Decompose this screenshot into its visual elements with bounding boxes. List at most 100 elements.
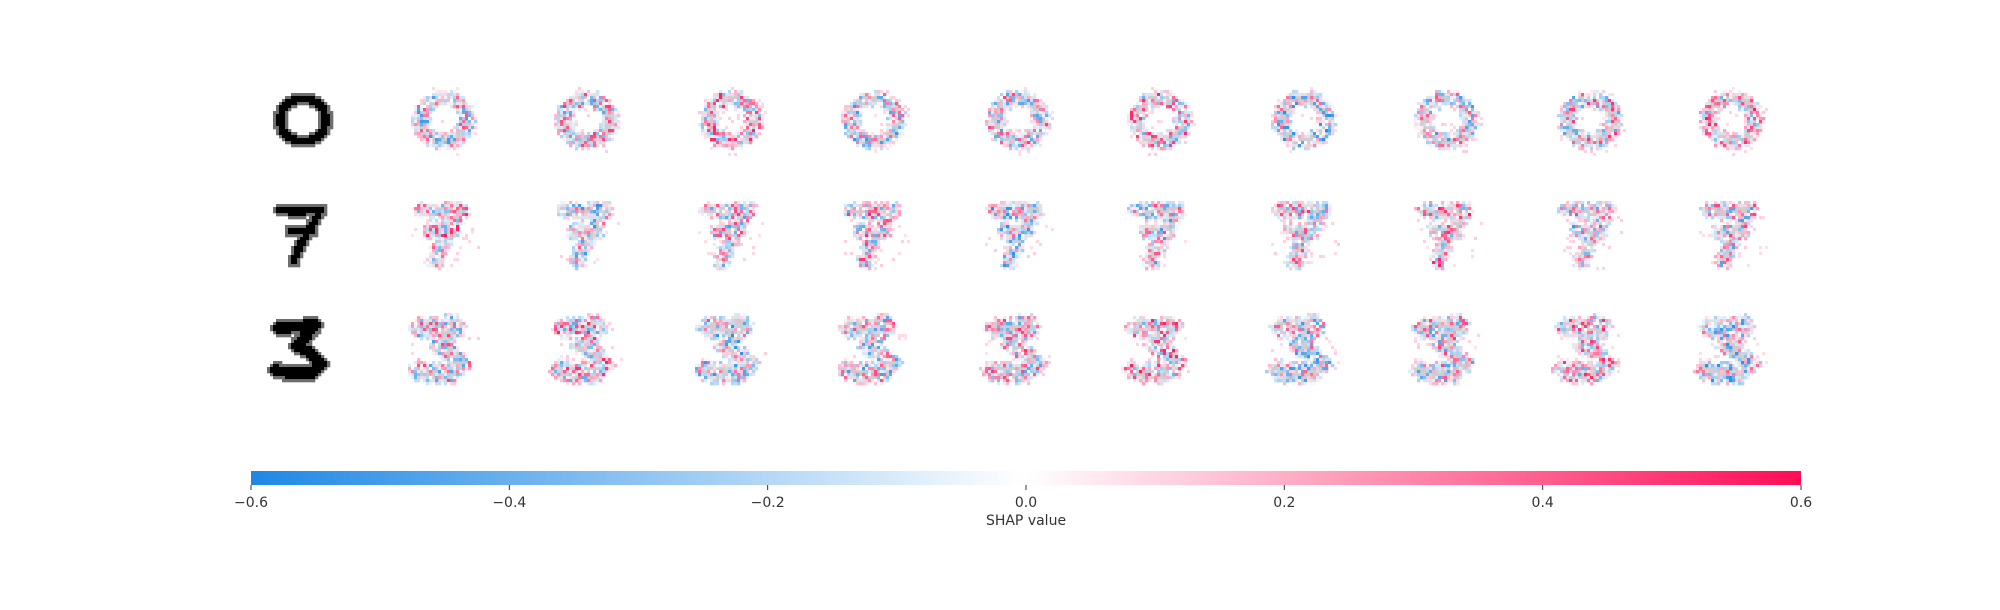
background-pixel [1292, 93, 1296, 97]
shap-pixel [1705, 111, 1709, 115]
shap-pixel [1569, 117, 1573, 121]
input-pixel [291, 264, 295, 268]
shap-pixel [1450, 135, 1454, 139]
input-pixel [303, 138, 307, 142]
shap-pixel [590, 144, 594, 148]
input-pixel [327, 129, 331, 133]
shap-pixel [1756, 132, 1760, 136]
shap-pixel [1569, 126, 1573, 130]
shap-pixel [1313, 135, 1317, 139]
shap-pixel [1187, 123, 1191, 127]
background-pixel [1160, 135, 1164, 139]
shap-pixel [1274, 120, 1278, 124]
shap-pixel [438, 210, 442, 214]
shap-pixel [432, 96, 436, 100]
shap-pixel [746, 144, 750, 148]
shap-pixel [438, 90, 442, 94]
shap-pixel [1747, 102, 1751, 106]
shap-pixel [1753, 111, 1757, 115]
background-pixel [1569, 105, 1573, 109]
background-pixel [883, 141, 887, 145]
shap-pixel [1277, 129, 1281, 133]
shap-pixel [429, 138, 433, 142]
shap-pixel [1459, 135, 1463, 139]
background-pixel [1456, 135, 1460, 139]
background-pixel [1145, 99, 1149, 103]
shap-pixel [1009, 102, 1013, 106]
input-pixel [306, 144, 310, 148]
input-pixel [294, 249, 298, 253]
background-pixel [1747, 135, 1751, 139]
shap-pixel [1581, 144, 1585, 148]
shap-pixel [1465, 114, 1469, 118]
shap-pixel [746, 99, 750, 103]
shap-pixel [590, 135, 594, 139]
shap-pixel [1587, 132, 1591, 136]
shap-pixel [901, 105, 905, 109]
shap-pixel [1426, 129, 1430, 133]
input-pixel [312, 93, 316, 97]
shap-pixel [1605, 108, 1609, 112]
shap-pixel [1432, 114, 1436, 118]
shap-pixel [1178, 123, 1182, 127]
shap-pixel [459, 108, 463, 112]
shap-pixel [1477, 114, 1481, 118]
shap-pixel [1024, 96, 1028, 100]
shap-pixel [1744, 129, 1748, 133]
shap-pixel [1139, 111, 1143, 115]
shap-pixel [599, 102, 603, 106]
shap-pixel [1003, 117, 1007, 121]
shap-pixel [1569, 108, 1573, 112]
shap-pixel [423, 123, 427, 127]
shap-pixel [1319, 138, 1323, 142]
shap-pixel [414, 123, 418, 127]
shap-pixel [1471, 105, 1475, 109]
background-pixel [560, 204, 564, 208]
background-pixel [862, 96, 866, 100]
shap-pixel [1456, 129, 1460, 133]
input-pixel [309, 234, 313, 238]
shap-pixel [859, 120, 863, 124]
input-pixel [300, 234, 304, 238]
shap-pixel [1747, 117, 1751, 121]
shap-pixel [569, 105, 573, 109]
shap-pixel [429, 207, 433, 211]
shap-pixel [1593, 90, 1597, 94]
shap-pixel [1178, 102, 1182, 106]
background-pixel [435, 93, 439, 97]
shap-pixel [429, 210, 433, 214]
shap-pixel [1590, 102, 1594, 106]
shap-pixel [1747, 126, 1751, 130]
background-pixel [581, 216, 585, 220]
background-pixel [1175, 96, 1179, 100]
background-pixel [1581, 96, 1585, 100]
background-pixel [1133, 129, 1137, 133]
shap-pixel [611, 138, 614, 141]
shap-pixel [1310, 96, 1314, 100]
input-pixel [285, 126, 289, 130]
input-pixel [291, 246, 295, 250]
shap-pixel [1021, 105, 1025, 109]
input-pixel [279, 132, 283, 136]
shap-pixel [1172, 144, 1176, 148]
shap-pixel [605, 150, 608, 153]
input-pixel [324, 135, 328, 139]
input-pixel [324, 204, 328, 208]
shap-pixel [435, 213, 439, 217]
shap-pixel [1438, 132, 1442, 136]
shap-pixel [444, 96, 448, 100]
shap-pixel [764, 111, 767, 114]
shap-pixel [566, 117, 570, 121]
shap-pixel [459, 117, 463, 121]
shap-pixel [1563, 111, 1567, 115]
shap-pixel [1033, 114, 1037, 118]
shap-pixel [1160, 144, 1164, 148]
shap-pixel [1420, 117, 1424, 121]
input-pixel [321, 210, 325, 214]
shap-pixel [459, 201, 463, 205]
shap-pixel [1021, 147, 1025, 151]
shap-pixel [468, 207, 472, 211]
input-pixel [327, 117, 331, 121]
background-pixel [889, 96, 893, 100]
input-pixel [279, 120, 283, 124]
